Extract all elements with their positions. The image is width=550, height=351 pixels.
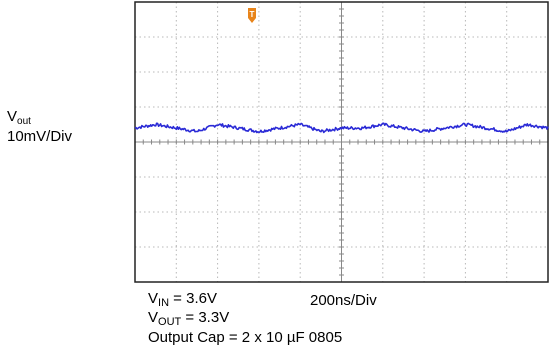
plot-frame [134,1,549,283]
oscilloscope-plot: T [134,1,549,283]
y-axis-scale: 10mV/Div [7,128,73,145]
y-axis-label: Vout [7,108,31,127]
trigger-marker: T [248,8,256,23]
trigger-marker-label: T [250,10,255,19]
vin-condition: VIN = 3.6V [148,290,217,309]
trace-line [134,122,549,134]
trace-layer [134,122,549,134]
trigger-marker-flag [248,8,256,23]
vout-condition: VOUT = 3.3V [148,309,230,328]
output-cap-condition: Output Cap = 2 x 10 µF 0805 [148,329,343,346]
x-axis-scale: 200ns/Div [310,292,377,309]
plot-grid [134,1,549,283]
